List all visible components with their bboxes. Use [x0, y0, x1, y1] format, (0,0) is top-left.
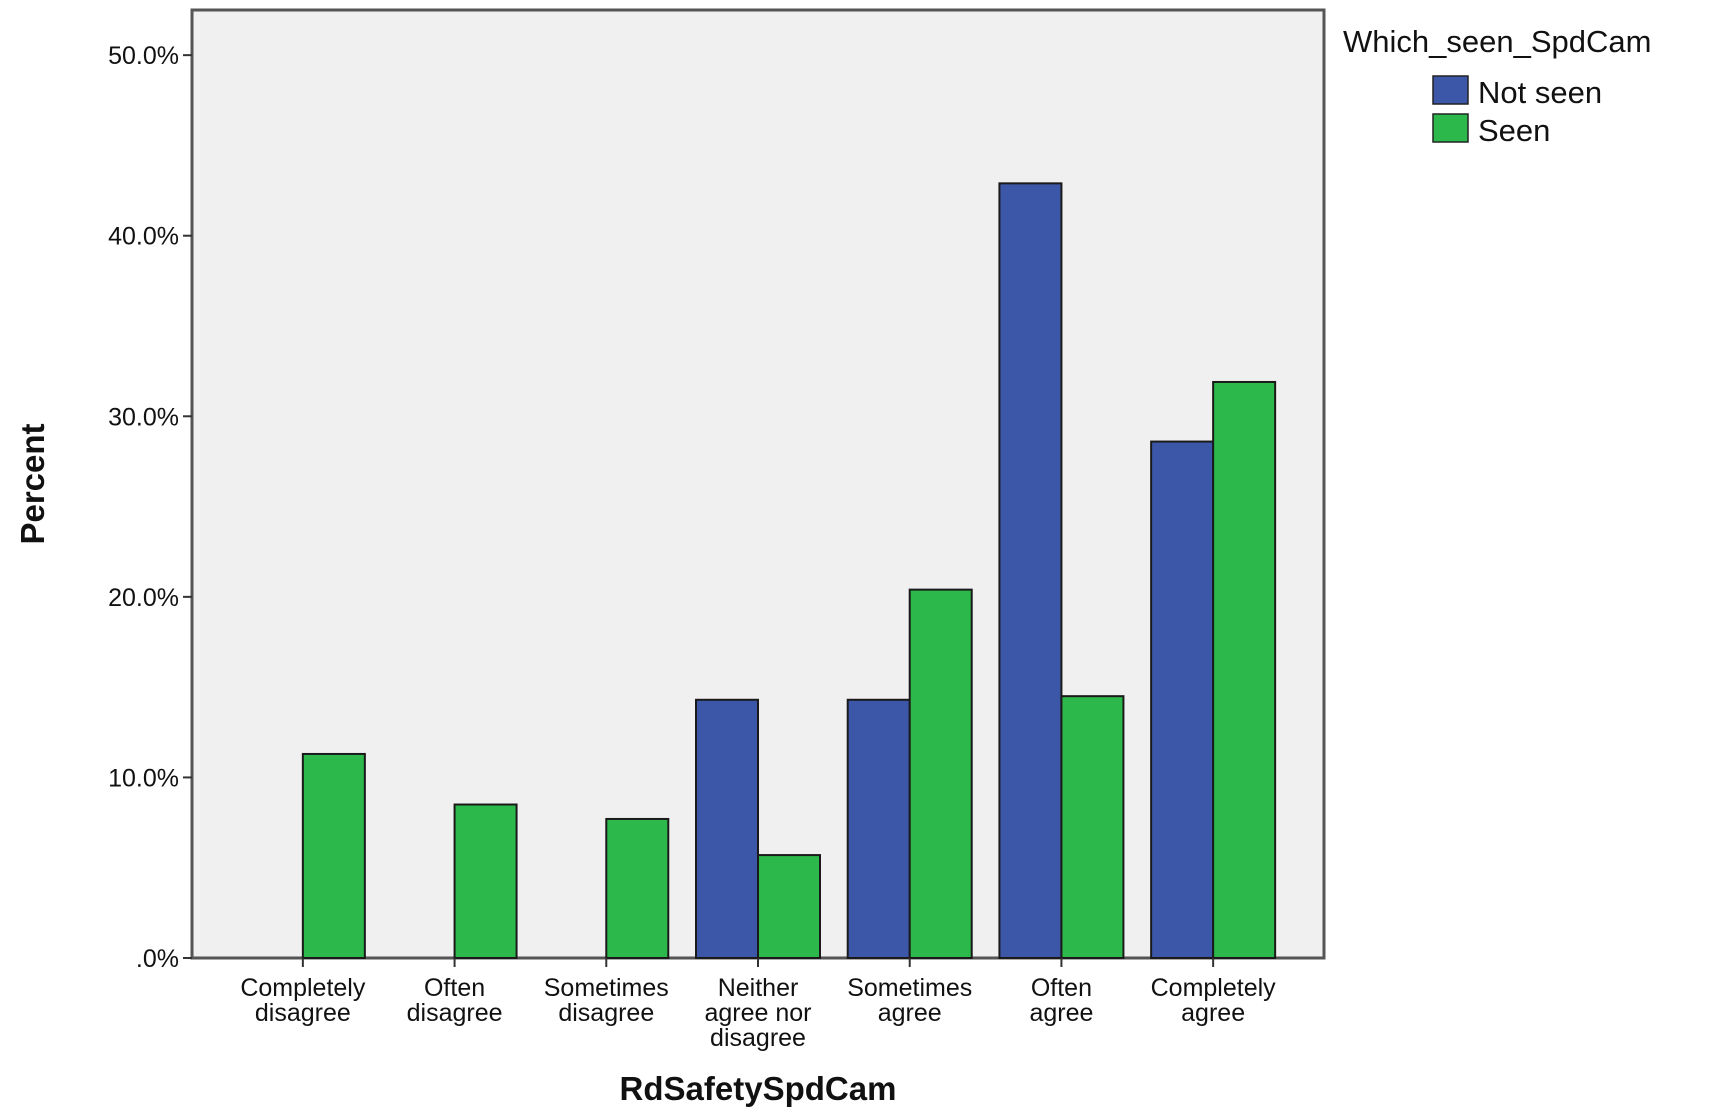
- bar-not-seen: [1150, 440, 1215, 959]
- legend: Which_seen_SpdCam Not seen Seen: [1343, 24, 1651, 148]
- x-tick-label: disagree: [255, 999, 351, 1027]
- x-tick-label: Sometimes: [544, 974, 669, 1002]
- bar-seen: [301, 752, 366, 959]
- x-axis: CompletelydisagreeOftendisagreeSometimes…: [240, 958, 1276, 1052]
- bar-seen: [605, 817, 670, 960]
- x-axis-title: RdSafetySpdCam: [620, 1070, 897, 1107]
- x-tick-label: Completely: [1151, 974, 1277, 1002]
- bar-seen: [757, 854, 821, 959]
- y-tick-label: 10.0%: [108, 764, 179, 792]
- y-tick-label: .0%: [136, 945, 179, 973]
- y-axis: .0% 10.0% 20.0% 30.0% 40.0% 50.0%: [108, 42, 192, 973]
- y-tick-label: 50.0%: [108, 42, 179, 70]
- y-tick-label: 20.0%: [108, 584, 179, 612]
- legend-swatch-seen: [1432, 113, 1469, 143]
- legend-title: Which_seen_SpdCam: [1343, 24, 1651, 59]
- x-tick-label: Sometimes: [847, 974, 972, 1002]
- bar-not-seen: [695, 698, 759, 959]
- legend-item-seen: Seen: [1432, 113, 1550, 148]
- legend-item-not-seen: Not seen: [1432, 75, 1602, 110]
- x-tick-label: agree: [1181, 999, 1245, 1027]
- x-tick-label: Neither: [718, 974, 799, 1002]
- x-tick-label: Often: [424, 974, 485, 1002]
- x-tick-label: agree nor: [704, 999, 811, 1027]
- y-axis-title: Percent: [14, 423, 51, 544]
- bar-seen: [453, 803, 518, 959]
- bar-not-seen: [846, 698, 911, 959]
- legend-label-not-seen: Not seen: [1478, 75, 1602, 110]
- legend-swatch-not-seen: [1432, 75, 1469, 105]
- bars: [301, 182, 1277, 960]
- x-tick-label: Often: [1031, 974, 1092, 1002]
- x-tick-label: disagree: [710, 1024, 806, 1052]
- y-tick-label: 40.0%: [108, 223, 179, 251]
- bar-not-seen: [998, 182, 1063, 959]
- bar-seen: [1060, 695, 1125, 960]
- bar-seen: [1212, 380, 1277, 959]
- x-tick-label: disagree: [558, 999, 654, 1027]
- bar-seen: [908, 588, 973, 959]
- x-tick-label: agree: [1029, 999, 1093, 1027]
- x-tick-label: disagree: [407, 999, 503, 1027]
- x-tick-label: Completely: [240, 974, 366, 1002]
- y-tick-label: 30.0%: [108, 403, 179, 431]
- legend-label-seen: Seen: [1478, 113, 1550, 148]
- x-tick-label: agree: [878, 999, 942, 1027]
